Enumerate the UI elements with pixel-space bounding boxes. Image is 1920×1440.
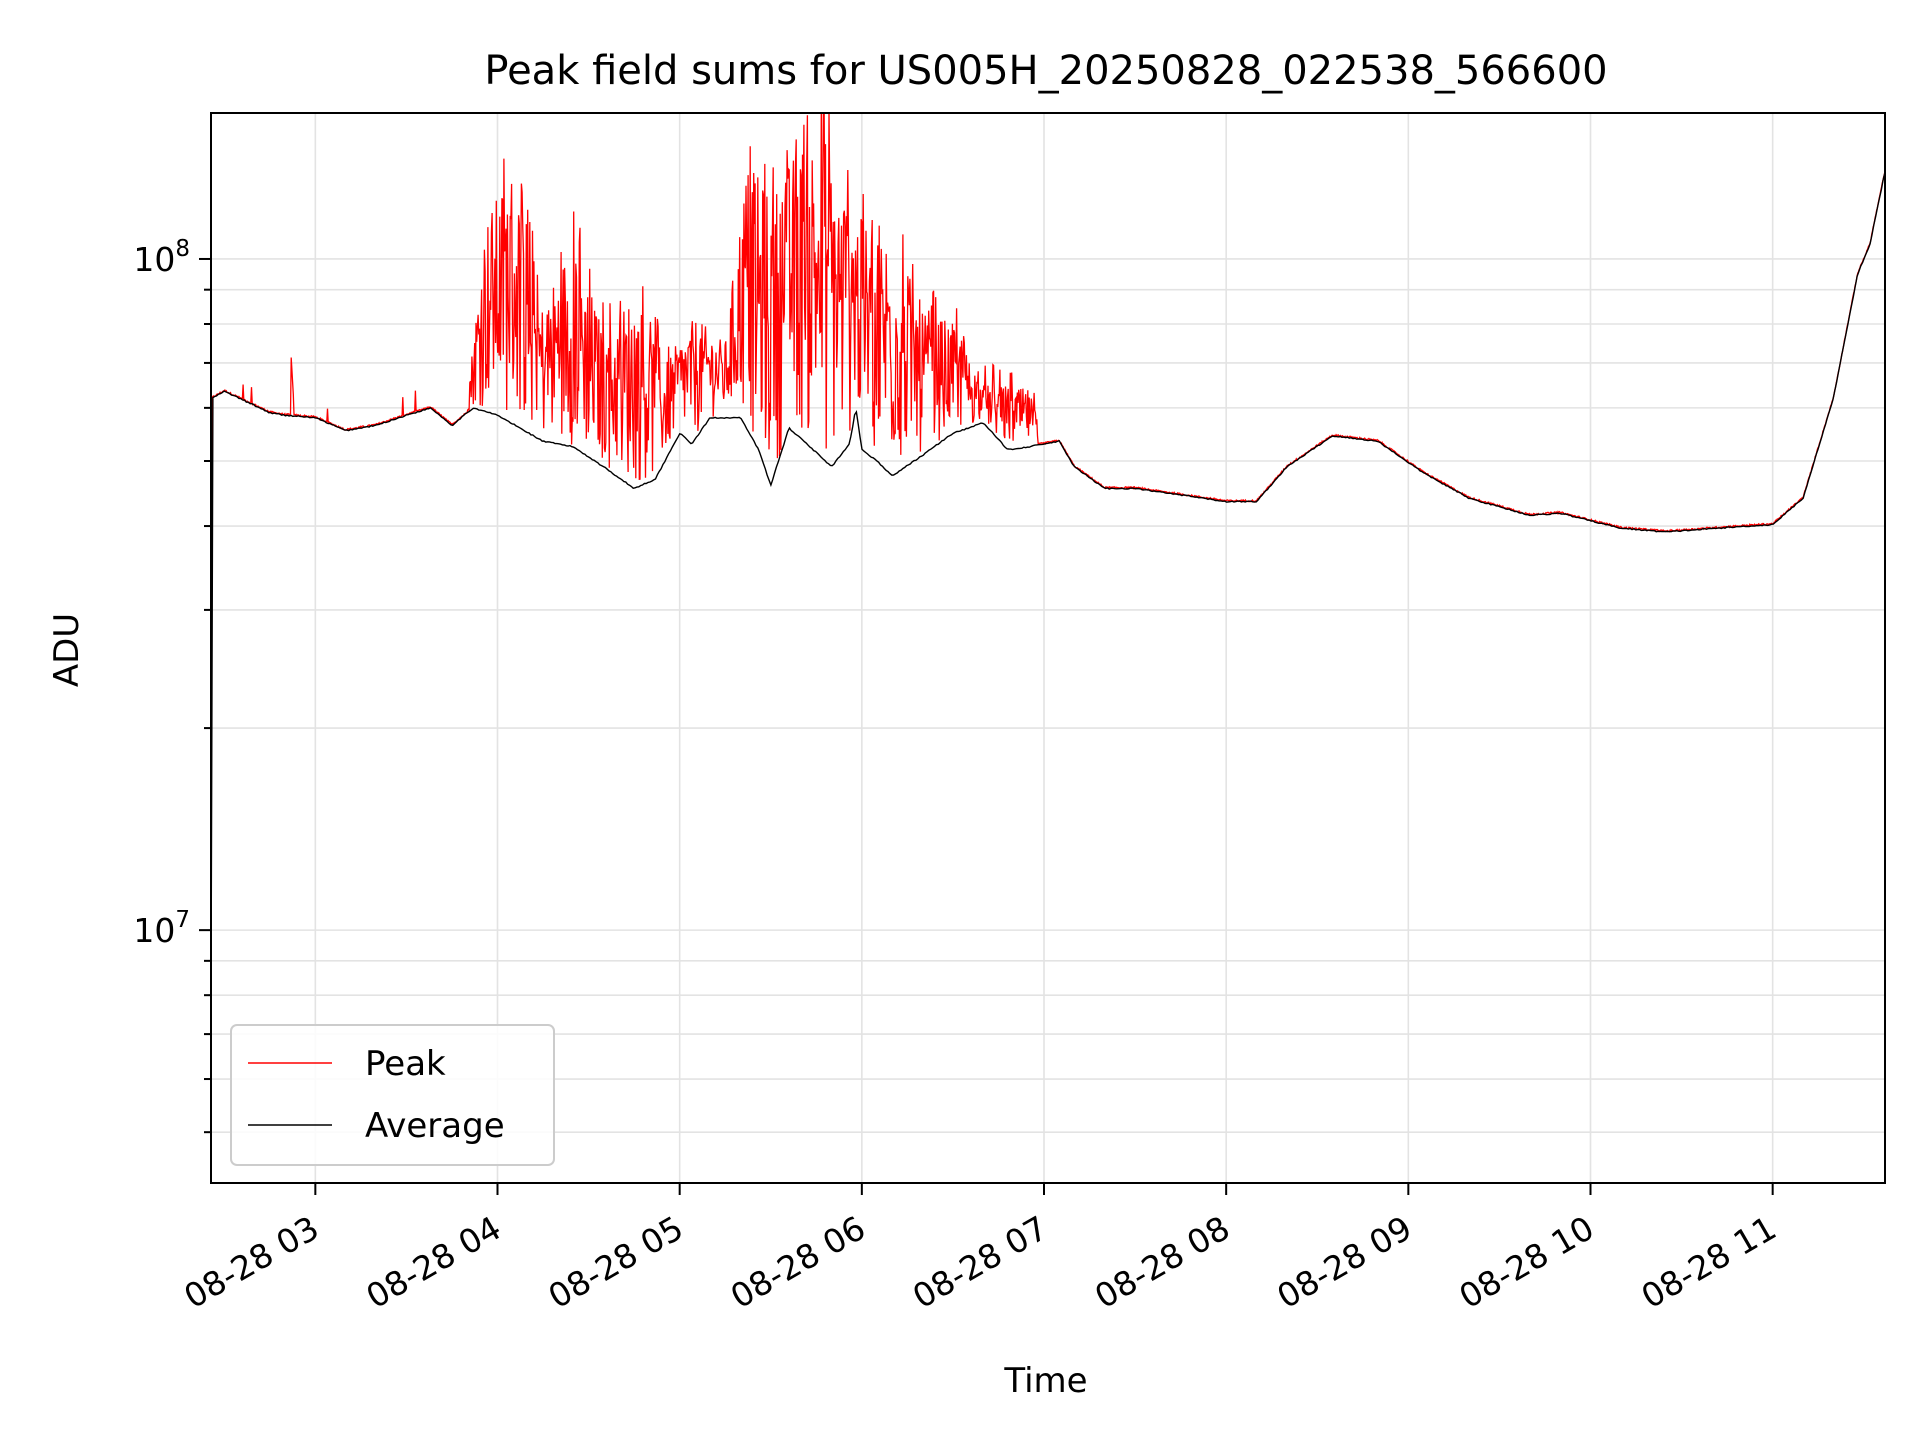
series-line-average [211,171,1885,996]
plot-series [211,113,1885,996]
chart-title: Peak field sums for US005H_20250828_0225… [484,48,1607,94]
legend-label-peak: Peak [365,1044,446,1084]
y-tick-label: 108 [133,236,190,279]
y-tick-exponent: 8 [175,236,190,262]
plot-frame [210,112,1886,1184]
y-tick-base: 10 [133,240,175,279]
y-tick-base: 10 [133,911,175,950]
x-axis-label: Time [1003,1361,1087,1401]
y-axis-label: ADU [47,613,87,687]
y-tick-exponent: 7 [175,907,190,933]
grid-lines [211,113,1885,1183]
legend-label-average: Average [365,1106,505,1146]
y-tick-label: 107 [133,907,190,950]
legend-box [230,1024,555,1166]
legend: Peak Average [230,1024,555,1166]
